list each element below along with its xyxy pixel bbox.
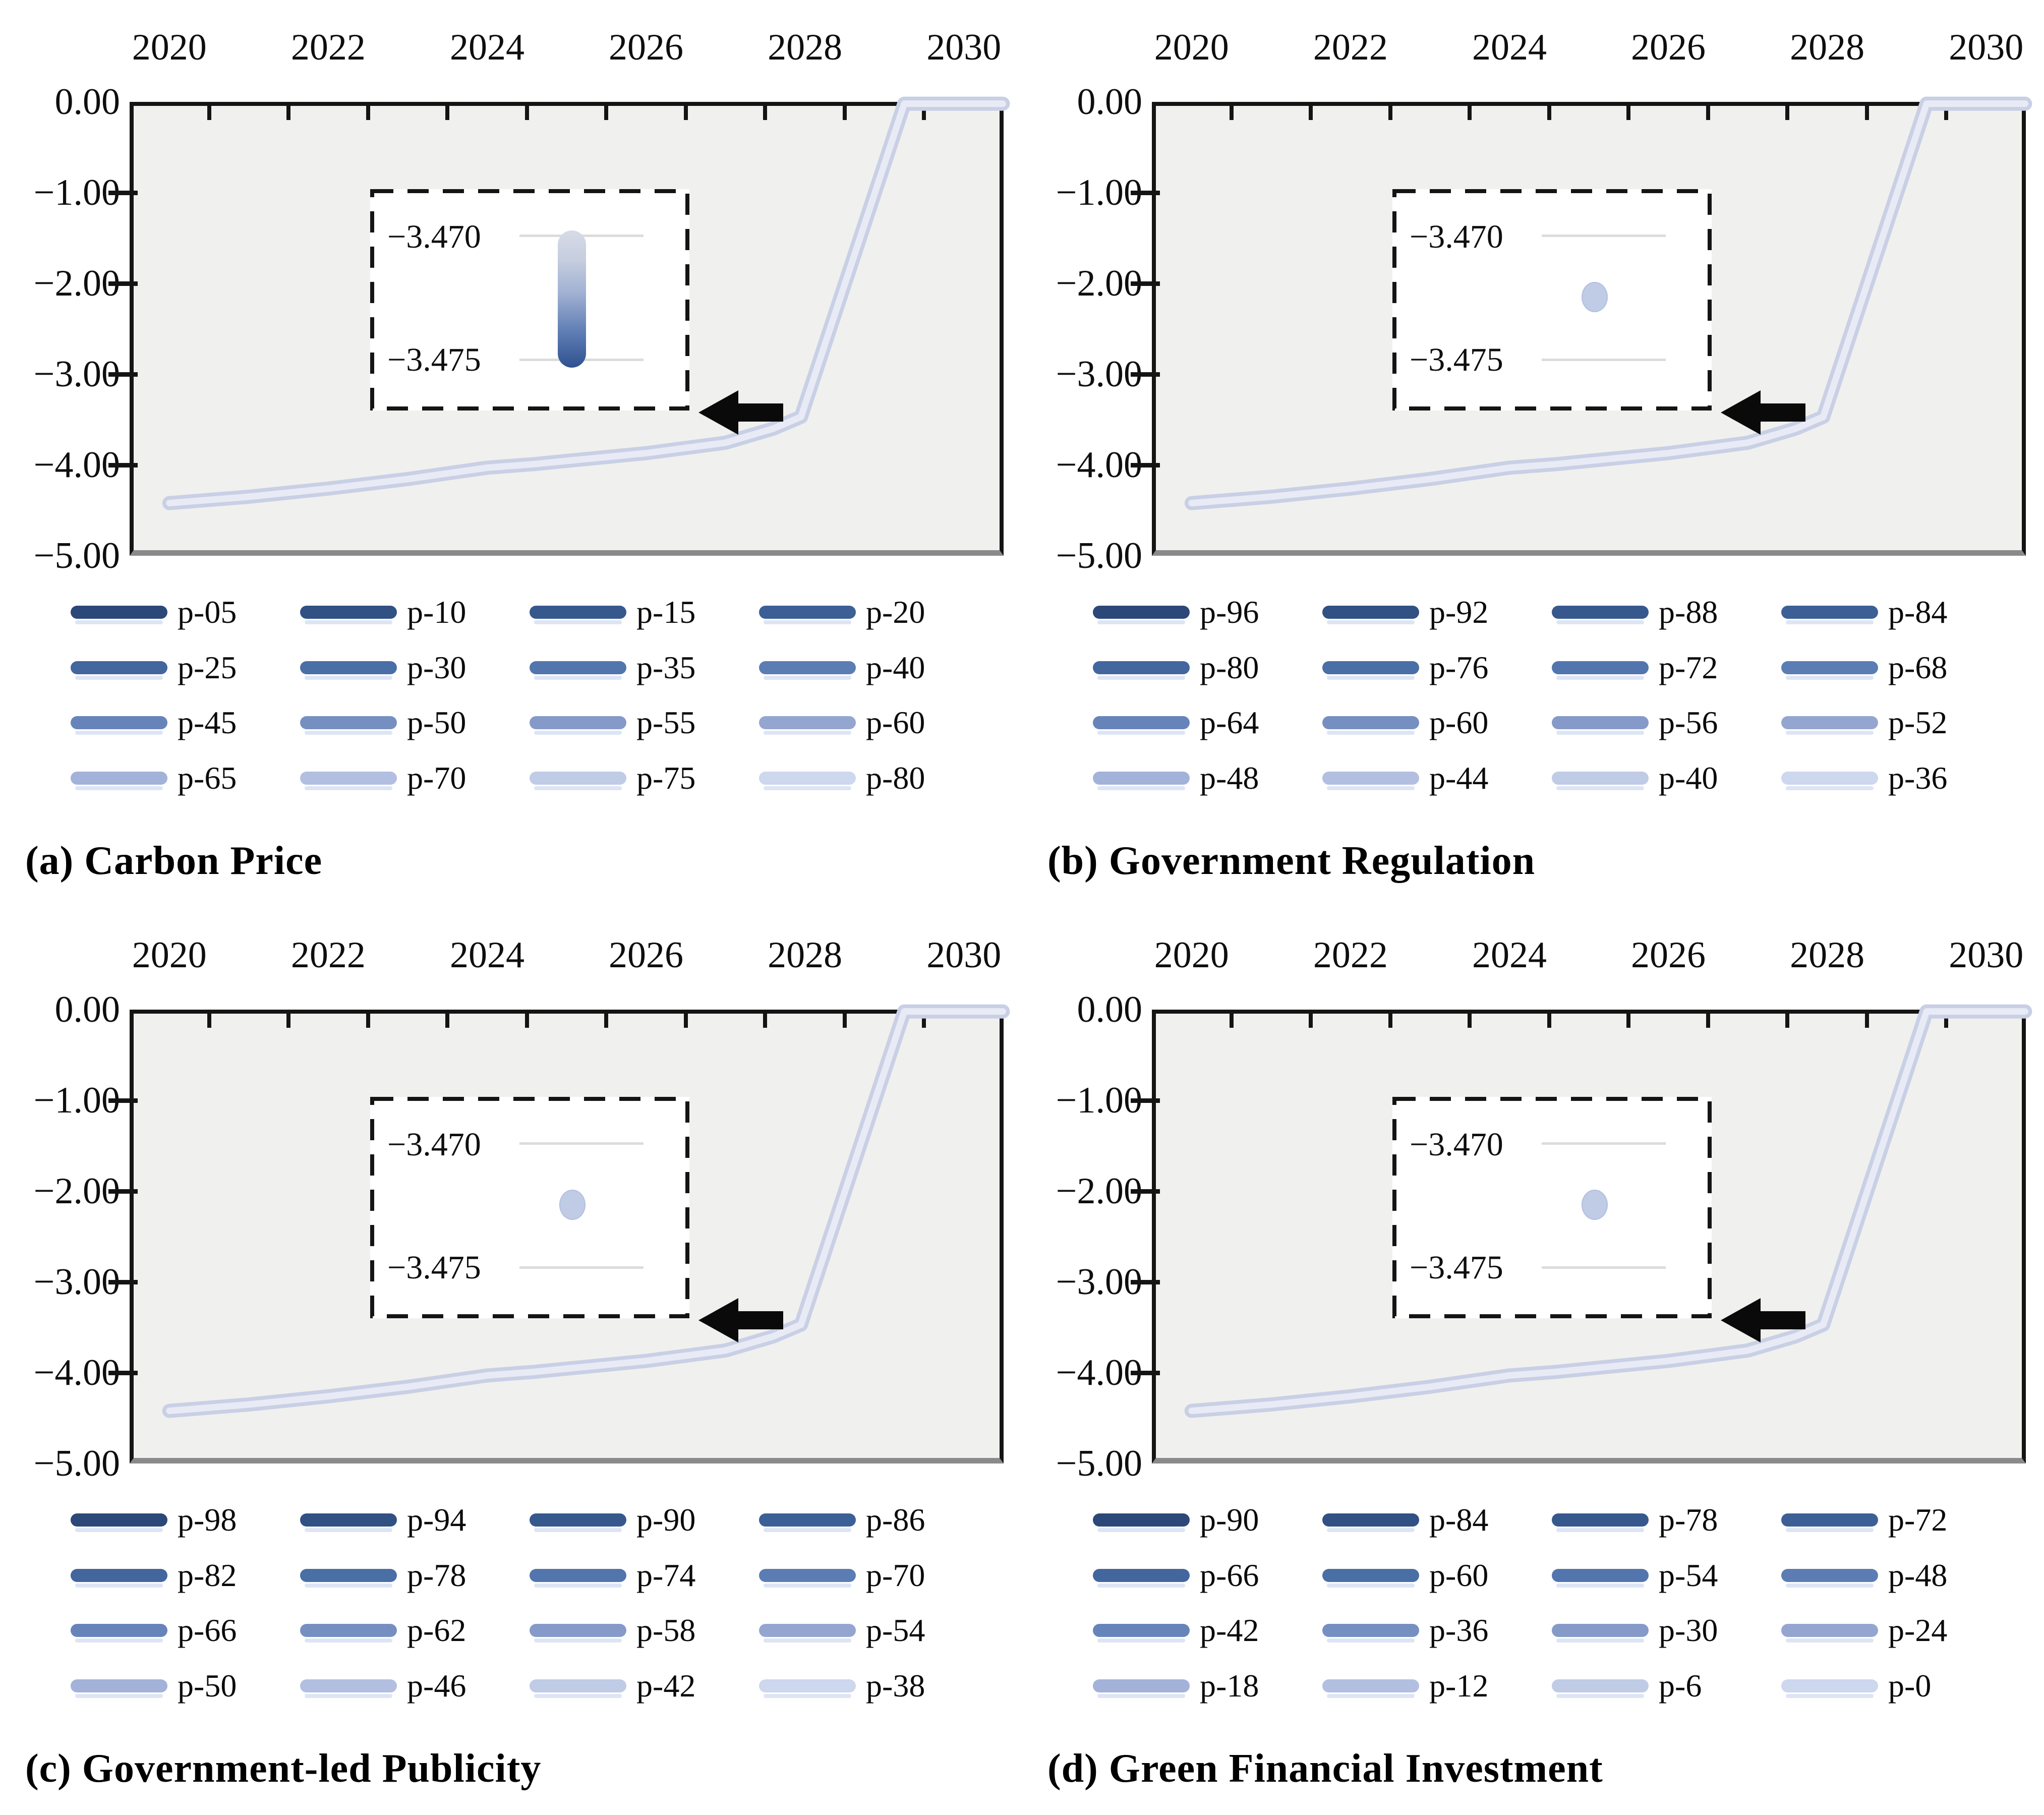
zoom-arrow-icon [698,390,783,435]
scenario-curve-band [1188,100,2028,507]
series-curve-plot [162,96,1010,510]
inset-gridline-top [1542,235,1666,237]
panel-caption: (d) Green Financial Investment [1047,1746,1603,1791]
scenario-curve-band [166,1008,1006,1415]
inset-zoom-box: −3.470 −3.475 [370,1097,689,1318]
inset-gridline-top [519,1142,644,1145]
inset-dashed-border [1392,1097,1712,1318]
inset-gridline-bottom [1542,359,1666,361]
inset-zoom-box: −3.470 −3.475 [1392,189,1712,411]
inset-tick-label-top: −3.470 [387,218,481,255]
inset-tick-label-top: −3.470 [1410,1126,1503,1163]
chart-panel-d: 2020 2022 2024 2026 2028 2030 0.00 −1.00 −2.00−… [1022,908,2044,1815]
zoom-arrow-icon [698,1298,783,1342]
panel-caption: (a) Carbon Price [25,839,323,883]
inset-zoom-box: −3.470 −3.475 [370,189,689,411]
inset-zoom-box: −3.470 −3.475 [1392,1097,1712,1318]
zoom-arrow-icon [1721,1298,1805,1342]
inset-gridline-bottom [519,1266,644,1269]
panel-caption: (b) Government Regulation [1047,839,1536,883]
scenario-curve-band [166,100,1006,507]
inset-tick-label-bottom: −3.475 [1410,1249,1503,1286]
series-curve-plot [162,1004,1010,1418]
inset-gridline-top [1542,1142,1666,1145]
inset-gridline-bottom [1542,1266,1666,1269]
series-curve-plot [1184,96,2032,510]
inset-tick-label-bottom: −3.475 [387,1249,481,1286]
chart-panel-c: 2020 2022 2024 2026 2028 2030 0.00 −1.00 −2.00−… [0,908,1022,1815]
scenario-curve-band [1188,1008,2028,1415]
inset-dashed-border [1392,189,1712,411]
chart-panel-b: 2020 2022 2024 2026 2028 2030 0.00 −1.00 −2.00−… [1022,0,2044,907]
inset-tick-label-top: −3.470 [387,1126,481,1163]
inset-tick-label-bottom: −3.475 [1410,341,1503,378]
inset-dot-marker [1582,1190,1608,1220]
inset-tick-label-top: −3.470 [1410,218,1503,255]
inset-dashed-border [370,189,689,411]
inset-dot-marker [1582,282,1608,312]
series-curve-plot [1184,1004,2032,1418]
inset-tick-label-bottom: −3.475 [387,341,481,378]
inset-dot-marker [559,1190,586,1220]
zoom-arrow-icon [1721,390,1805,435]
panel-caption: (c) Government-led Publicity [25,1746,542,1791]
inset-gradient-bar-marker [558,230,586,368]
inset-dashed-border [370,1097,689,1318]
chart-panel-a: 2020 2022 2024 2026 2028 2030 0.00 −1.00 −2.00−… [0,0,1022,907]
